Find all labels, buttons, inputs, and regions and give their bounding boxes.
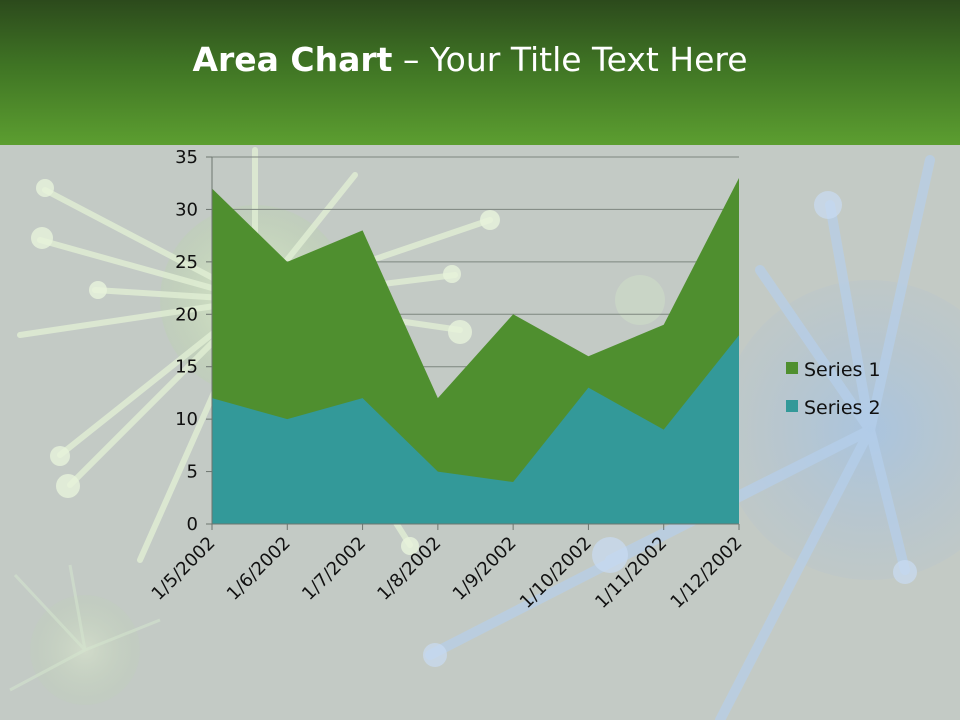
slide-title-bold: Area Chart [192, 40, 393, 79]
x-tick-label: 1/12/2002 [666, 533, 746, 613]
y-tick-label: 15 [175, 357, 198, 378]
x-tick-label: 1/5/2002 [148, 533, 220, 605]
chart-legend: Series 1 Series 2 [786, 359, 881, 419]
y-tick-label: 20 [175, 304, 198, 325]
title-bar [0, 0, 960, 145]
legend-label-series-2: Series 2 [804, 397, 881, 419]
x-tick-label: 1/9/2002 [449, 533, 521, 605]
x-tick-label: 1/11/2002 [591, 533, 671, 613]
y-tick-label: 35 [175, 147, 198, 168]
y-tick-label: 30 [175, 199, 198, 220]
slide-title: Area Chart – Your Title Text Here [0, 40, 940, 79]
y-axis-tick-labels: 0 5 10 15 20 25 30 35 [175, 147, 198, 535]
x-axis-tick-labels: 1/5/2002 1/6/2002 1/7/2002 1/8/2002 1/9/2002… [148, 533, 747, 613]
y-tick-label: 0 [187, 514, 198, 535]
y-tick-label: 10 [175, 409, 198, 430]
slide-title-rest: – Your Title Text Here [392, 40, 748, 79]
plot-areas [212, 177, 739, 524]
x-tick-label: 1/6/2002 [223, 533, 295, 605]
y-tick-label: 25 [175, 252, 198, 273]
legend-label-series-1: Series 1 [804, 359, 881, 381]
area-series-2 [212, 335, 739, 524]
legend-swatch-series-1 [786, 362, 798, 374]
x-tick-label: 1/10/2002 [516, 533, 596, 613]
y-tick-label: 5 [187, 462, 198, 483]
axes [206, 156, 740, 530]
x-tick-label: 1/7/2002 [298, 533, 370, 605]
legend-swatch-series-2 [786, 400, 798, 412]
x-tick-label: 1/8/2002 [373, 533, 445, 605]
